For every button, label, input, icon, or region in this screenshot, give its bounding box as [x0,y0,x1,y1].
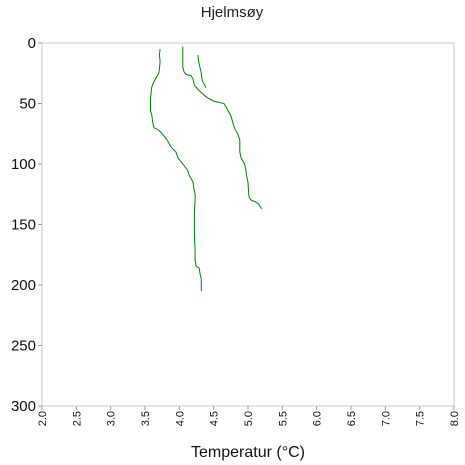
y-tick-label: 250 [11,338,36,355]
profile-line-3 [197,55,207,89]
y-tick-label: 100 [11,156,36,173]
x-tick-label: 6.5 [346,411,358,426]
profile-line-1 [150,48,202,292]
profile-lines [150,46,263,292]
y-tick-label: 150 [11,217,36,234]
x-tick-label: 8.0 [449,411,461,426]
x-tick-label: 2.0 [37,411,49,426]
x-tick-label: 3.0 [106,411,118,426]
x-tick-label: 5.5 [277,411,289,426]
x-tick-label: 6.0 [312,411,324,426]
x-tick-label: 7.0 [380,411,392,426]
x-tick-label: 2.5 [71,411,83,426]
x-tick-label: 3.5 [140,411,152,426]
x-tick-label: 7.5 [415,411,427,426]
x-axis-label: Temperatur (°C) [191,444,305,461]
profile-line-2 [182,46,263,210]
y-tick-label: 0 [28,35,36,52]
y-tick-label: 200 [11,277,36,294]
y-tick-label: 300 [11,398,36,415]
y-axis: 0 50 100 150 200 250 300 [11,35,42,415]
plot-frame [41,42,455,407]
x-tick-label: 4.0 [174,411,186,426]
x-tick-label: 5.0 [243,411,255,426]
x-axis: 2.0 2.5 3.0 3.5 4.0 4.5 5.0 5.5 6.0 6.5 7.0 7.5 8.0 [37,406,461,426]
x-tick-label: 4.5 [209,411,221,426]
y-tick-label: 50 [19,96,36,113]
chart-title: Hjelmsøy [201,4,264,21]
